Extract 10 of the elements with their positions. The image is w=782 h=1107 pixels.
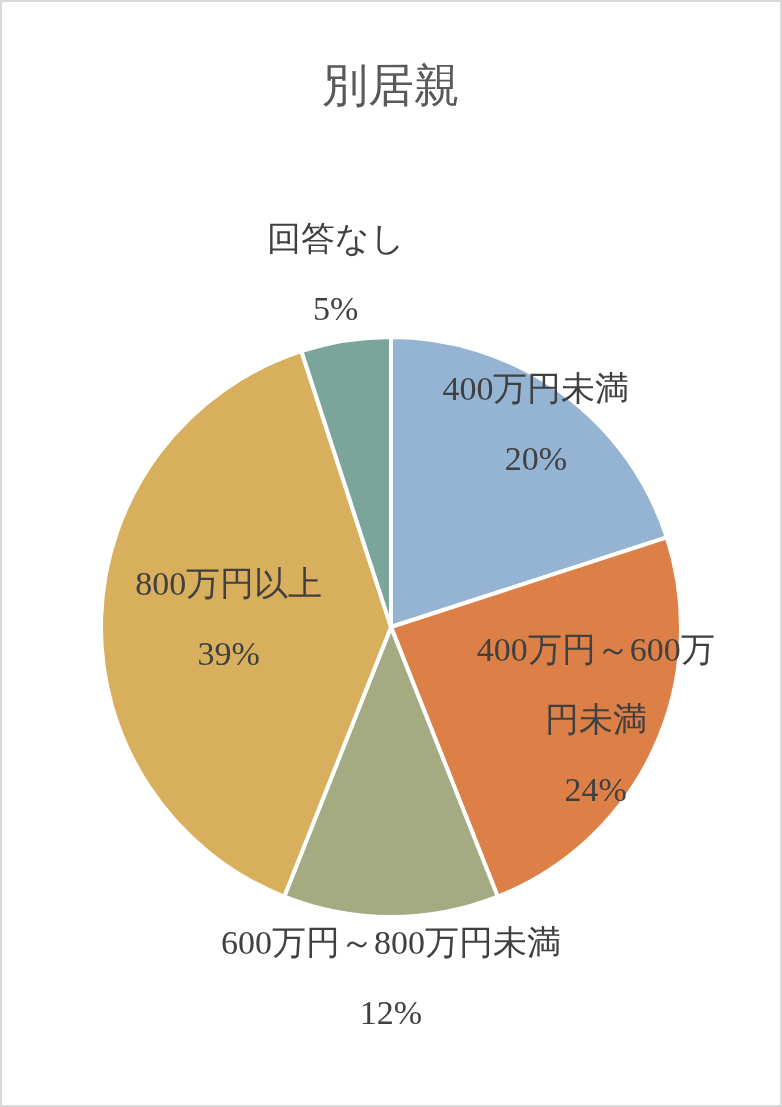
slice-label: 600万円～800万円未満 [221, 923, 561, 961]
slice-label: 800万円以上 [135, 564, 323, 602]
chart-title: 別居親 [322, 59, 460, 111]
data-label: 12% [359, 993, 423, 1031]
data-label: 20% [504, 440, 568, 478]
data-label: 24% [564, 771, 627, 809]
slice-label: 400万円未満 [442, 370, 630, 408]
slice-label: 回答なし [266, 220, 405, 258]
data-label: 39% [197, 634, 260, 672]
data-label: 5% [312, 290, 359, 328]
